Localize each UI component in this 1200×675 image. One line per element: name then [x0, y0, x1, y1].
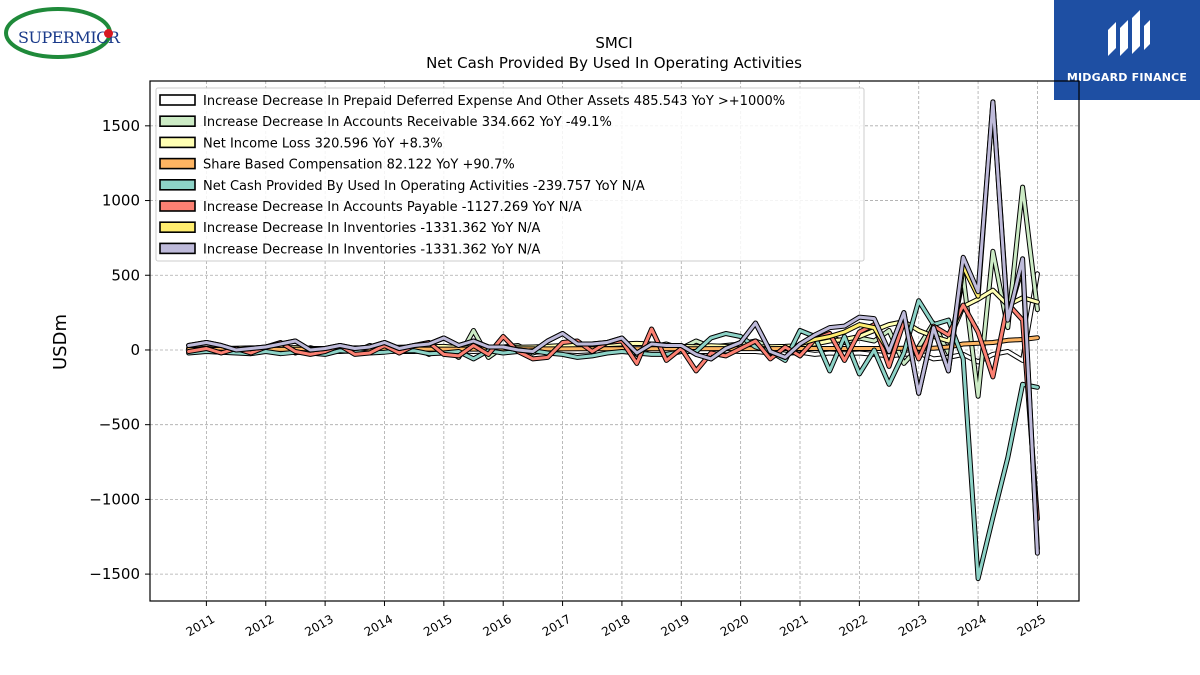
- series-line-4: [187, 299, 1039, 581]
- x-tick-label: 2013: [302, 612, 335, 639]
- legend: Increase Decrease In Prepaid Deferred Ex…: [155, 87, 865, 262]
- y-tick-label: −500: [99, 416, 140, 434]
- x-tick-label: 2019: [659, 612, 692, 639]
- x-tick-label: 2017: [540, 612, 573, 639]
- midgard-finance-watermark: MIDGARD FINANCE: [1054, 0, 1200, 100]
- chart-title: SMCI: [595, 34, 632, 52]
- y-axis-label: USDm: [50, 314, 71, 370]
- x-tick-label: 2024: [955, 612, 988, 639]
- midgard-logo-icon: [1108, 10, 1150, 56]
- legend-swatch-5: [159, 200, 196, 212]
- y-tick-label: 500: [111, 266, 140, 284]
- legend-swatch-2: [159, 136, 196, 149]
- legend-label-4: Net Cash Provided By Used In Operating A…: [203, 179, 645, 194]
- legend-label-1: Increase Decrease In Accounts Receivable…: [203, 115, 612, 130]
- x-tick-label: 2015: [421, 612, 454, 639]
- midgard-logo-text: MIDGARD FINANCE: [1066, 71, 1188, 84]
- x-tick-label: 2025: [1015, 612, 1048, 639]
- legend-swatch-7: [159, 242, 196, 255]
- plot-frame: [149, 80, 1080, 602]
- x-tick-label: 2012: [243, 612, 276, 639]
- x-tick-label: 2014: [362, 612, 395, 639]
- y-tick-label: 1000: [102, 192, 140, 210]
- legend-label-6: Increase Decrease In Inventories -1331.3…: [203, 221, 541, 236]
- legend-label-7: Increase Decrease In Inventories -1331.3…: [203, 242, 541, 257]
- series-line-7: [187, 100, 1039, 555]
- y-tick-label: 1500: [102, 117, 140, 135]
- supermicro-logo-text: SUPERMICR: [18, 28, 120, 47]
- x-tick-label: 2022: [837, 612, 870, 639]
- chart-subtitle: Net Cash Provided By Used In Operating A…: [426, 54, 802, 72]
- supermicro-logo-dot: [104, 29, 113, 38]
- x-tick-label: 2023: [896, 612, 929, 639]
- legend-swatch-0: [159, 94, 196, 106]
- legend-swatch-1: [159, 115, 196, 127]
- x-tick-label: 2011: [184, 612, 217, 639]
- x-tick-label: 2021: [777, 612, 810, 639]
- legend-label-5: Increase Decrease In Accounts Payable -1…: [203, 200, 582, 215]
- y-tick-label: −1000: [89, 490, 140, 508]
- y-tick-label: −1500: [89, 565, 140, 583]
- x-tick-label: 2020: [718, 612, 751, 639]
- legend-label-3: Share Based Compensation 82.122 YoY +90.…: [203, 158, 515, 173]
- legend-box: [155, 87, 865, 262]
- x-tick-label: 2016: [480, 612, 513, 639]
- series-lines: [186, 99, 1040, 582]
- legend-swatch-6: [159, 221, 196, 233]
- y-tick-label: 0: [130, 341, 140, 359]
- legend-label-0: Increase Decrease In Prepaid Deferred Ex…: [203, 94, 785, 109]
- legend-swatch-4: [159, 179, 196, 191]
- legend-label-2: Net Income Loss 320.596 YoY +8.3%: [203, 136, 443, 151]
- x-tick-label: 2018: [599, 612, 632, 639]
- legend-swatch-3: [159, 157, 196, 170]
